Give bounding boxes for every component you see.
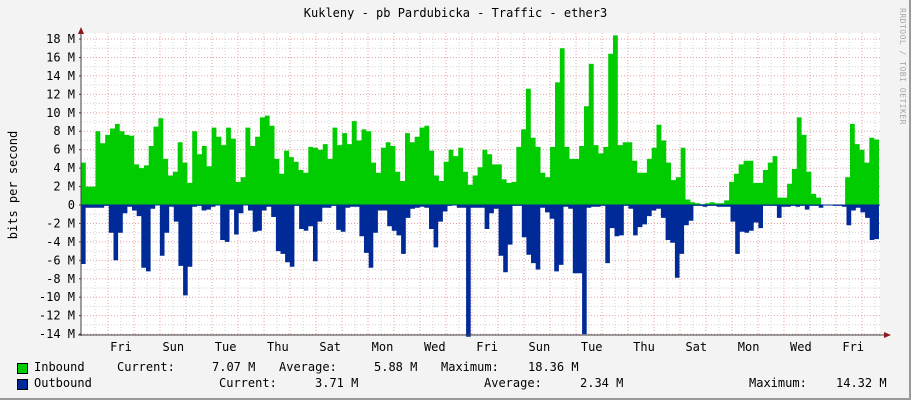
y-tick-label: -12 M <box>39 309 75 323</box>
outbound-label: Outbound <box>34 376 92 390</box>
outbound-swatch <box>17 379 28 390</box>
y-tick-label: 12 M <box>46 87 75 101</box>
y-tick-label: 18 M <box>46 32 75 46</box>
inbound-current-label: Current: <box>117 360 175 374</box>
y-tick-label: 6 M <box>53 143 75 157</box>
outbound-average-value: 2.34 M <box>580 376 624 390</box>
y-tick-label: -2 M <box>46 216 75 230</box>
inbound-maximum-value: 18.36 M <box>528 360 579 374</box>
x-tick-label: Fri <box>476 340 498 354</box>
outbound-average-label: Average: <box>484 376 542 390</box>
x-tick-label: Mon <box>738 340 760 354</box>
x-tick-label: Fri <box>110 340 132 354</box>
outbound-current-label: Current: <box>219 376 277 390</box>
x-tick-label: Sat <box>319 340 341 354</box>
x-tick-label: Sat <box>685 340 707 354</box>
x-tick-label: Tue <box>581 340 603 354</box>
inbound-average-label: Average: <box>279 360 337 374</box>
y-tick-label: 2 M <box>53 180 75 194</box>
y-axis-arrow-icon <box>78 27 84 34</box>
inbound-current-value: 7.07 M <box>212 360 256 374</box>
y-tick-label: -14 M <box>39 327 75 341</box>
x-tick-label: Fri <box>842 340 864 354</box>
y-tick-label: 8 M <box>53 124 75 138</box>
chart-title: Kukleny - pb Pardubicka - Traffic - ethe… <box>303 6 608 20</box>
inbound-maximum-label: Maximum: <box>441 360 499 374</box>
inbound-area <box>81 35 879 206</box>
x-tick-label: Tue <box>215 340 237 354</box>
outbound-area <box>81 205 879 337</box>
x-tick-label: Wed <box>424 340 446 354</box>
y-tick-label: 4 M <box>53 161 75 175</box>
inbound-label: Inbound <box>34 360 85 374</box>
y-tick-label: -8 M <box>46 272 75 286</box>
x-tick-label: Thu <box>633 340 655 354</box>
x-tick-label: Sun <box>529 340 551 354</box>
rrdtool-watermark: RRDTOOL / TOBI OETIKER <box>898 8 907 125</box>
y-tick-label: 14 M <box>46 69 75 83</box>
x-axis-arrow-icon <box>884 332 891 338</box>
x-tick-label: Wed <box>790 340 812 354</box>
y-tick-label: 10 M <box>46 106 75 120</box>
outbound-current-value: 3.71 M <box>315 376 359 390</box>
inbound-swatch <box>17 363 28 374</box>
y-tick-label: 0 <box>68 198 75 212</box>
outbound-maximum-label: Maximum: <box>749 376 807 390</box>
y-tick-label: -10 M <box>39 290 75 304</box>
inbound-average-value: 5.88 M <box>374 360 418 374</box>
outbound-maximum-value: 14.32 M <box>836 376 887 390</box>
y-tick-label: 16 M <box>46 50 75 64</box>
x-tick-label: Thu <box>267 340 289 354</box>
y-tick-label: -4 M <box>46 235 75 249</box>
y-tick-label: -6 M <box>46 253 75 267</box>
x-tick-label: Sun <box>162 340 184 354</box>
x-tick-label: Mon <box>372 340 394 354</box>
